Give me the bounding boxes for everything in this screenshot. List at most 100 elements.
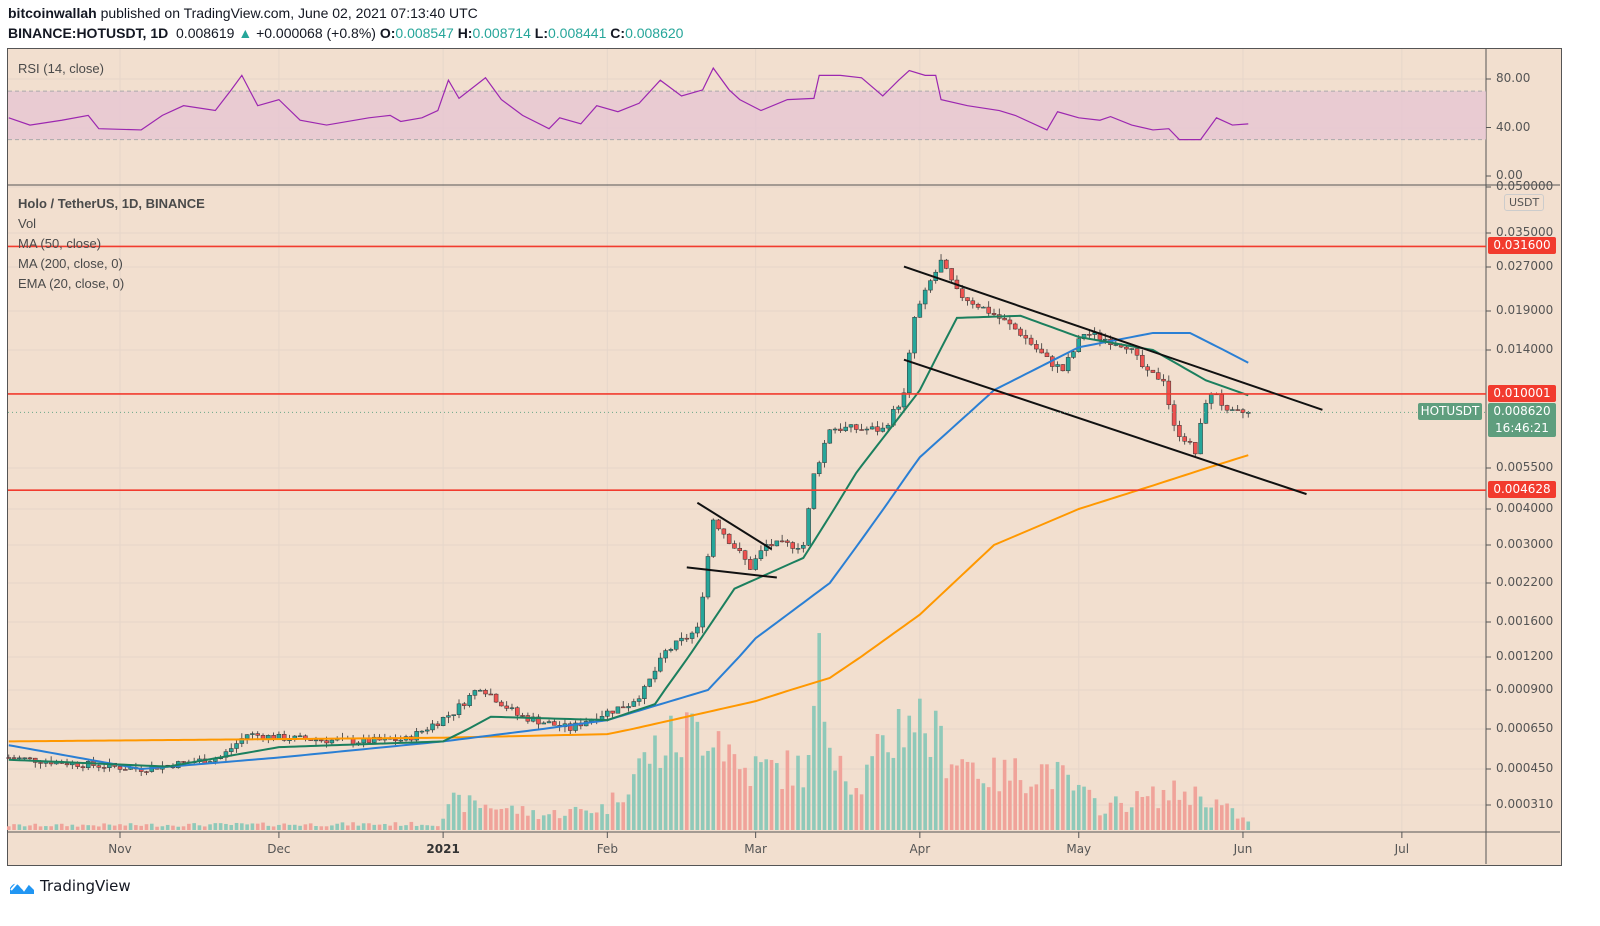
candle	[658, 657, 663, 672]
volume-bar	[44, 826, 48, 830]
level-price-tag[interactable]: 0.004628	[1488, 481, 1556, 499]
volume-bar	[986, 787, 991, 830]
current-price-tag[interactable]: 0.008620 16:46:21	[1488, 403, 1556, 438]
volume-bar	[637, 758, 641, 830]
candle	[779, 540, 785, 543]
candle	[1145, 366, 1150, 371]
time-label: Nov	[108, 842, 132, 856]
candle	[1187, 440, 1193, 443]
candle	[848, 424, 854, 428]
candle	[244, 734, 250, 739]
ma200-legend[interactable]: MA (200, close, 0)	[18, 256, 123, 271]
candle	[975, 303, 981, 308]
candle	[806, 508, 811, 546]
volume-bar	[706, 750, 710, 830]
volume-bar	[1029, 786, 1033, 830]
volume-bar	[1034, 784, 1039, 830]
volume-bar	[610, 792, 615, 830]
rsi-legend[interactable]: RSI (14, close)	[18, 61, 104, 76]
volume-bar	[345, 825, 350, 830]
candle	[647, 678, 652, 687]
candle	[329, 739, 335, 744]
author[interactable]: bitcoinwallah	[8, 5, 97, 21]
volume-bar	[579, 809, 583, 830]
candle	[1240, 409, 1246, 413]
candle	[938, 259, 944, 273]
candle	[1224, 405, 1230, 411]
candle	[885, 424, 891, 429]
volume-bar	[218, 823, 223, 830]
volume-bar	[75, 826, 80, 830]
volume-bar	[118, 824, 122, 830]
volume-bar	[716, 731, 721, 830]
candle	[504, 705, 509, 709]
price-tick-label: 0.004000	[1496, 501, 1554, 515]
volume-bar	[1209, 807, 1213, 830]
candle	[281, 734, 287, 741]
level-price-tag[interactable]: 0.010001	[1488, 384, 1556, 402]
candle	[901, 392, 907, 408]
current-price: 0.008620	[1493, 404, 1551, 419]
volume-bar	[298, 825, 302, 830]
currency-label[interactable]: USDT	[1504, 194, 1545, 211]
candle	[668, 649, 674, 651]
candle	[726, 533, 732, 544]
publish-info: bitcoinwallah published on TradingView.c…	[8, 5, 478, 21]
volume-bar	[97, 826, 101, 830]
volume-bar	[224, 823, 228, 830]
ma50-legend[interactable]: MA (50, close)	[18, 236, 102, 251]
level-price-tag[interactable]: 0.031600	[1488, 237, 1556, 255]
volume-bar	[1013, 758, 1017, 830]
volume-bar	[552, 810, 557, 830]
candle	[27, 757, 33, 760]
volume-bar	[134, 825, 138, 830]
volume-bar	[547, 814, 551, 830]
volume-bar	[1076, 784, 1081, 830]
volume-bar	[1135, 791, 1139, 830]
candle	[1034, 344, 1039, 350]
volume-bar	[933, 710, 938, 830]
trendline	[686, 566, 777, 579]
candle	[435, 723, 441, 726]
candle	[1065, 357, 1071, 372]
candle	[838, 428, 843, 431]
candle	[827, 429, 833, 444]
trendline	[696, 501, 773, 551]
candle	[1230, 409, 1235, 411]
volume-bar	[6, 826, 11, 830]
volume-bar	[356, 825, 361, 830]
volume-bar	[1098, 815, 1102, 830]
volume-bar	[621, 802, 626, 830]
volume-bar	[377, 824, 382, 830]
candle	[981, 306, 986, 309]
candle	[944, 259, 949, 269]
candle	[1071, 351, 1076, 358]
tradingview-logo[interactable]: TradingView	[8, 876, 131, 896]
candle	[181, 761, 186, 763]
price-tick-label: 0.002200	[1496, 575, 1554, 589]
candle	[711, 519, 716, 557]
candle	[663, 650, 668, 659]
volume-bar	[457, 794, 461, 830]
change: +0.000068 (+0.8%)	[256, 25, 376, 41]
volume-bar	[187, 823, 191, 830]
chart-frame[interactable]	[7, 48, 1562, 866]
volume-bar	[981, 783, 986, 830]
candle	[832, 428, 838, 431]
volume-bar	[695, 721, 700, 830]
volume-bar	[33, 823, 38, 830]
candle	[430, 723, 435, 731]
candle	[869, 426, 875, 430]
candle	[949, 268, 954, 281]
vol-legend[interactable]: Vol	[18, 216, 37, 231]
trendline	[903, 265, 1323, 411]
time-label: Jun	[1233, 842, 1253, 856]
candle	[790, 542, 795, 549]
candle	[991, 313, 997, 315]
volume-bar	[1071, 790, 1076, 830]
volume-bar	[1156, 808, 1161, 830]
ema20-legend[interactable]: EMA (20, close, 0)	[18, 276, 125, 291]
candle	[499, 701, 504, 707]
volume-bar	[727, 744, 731, 830]
